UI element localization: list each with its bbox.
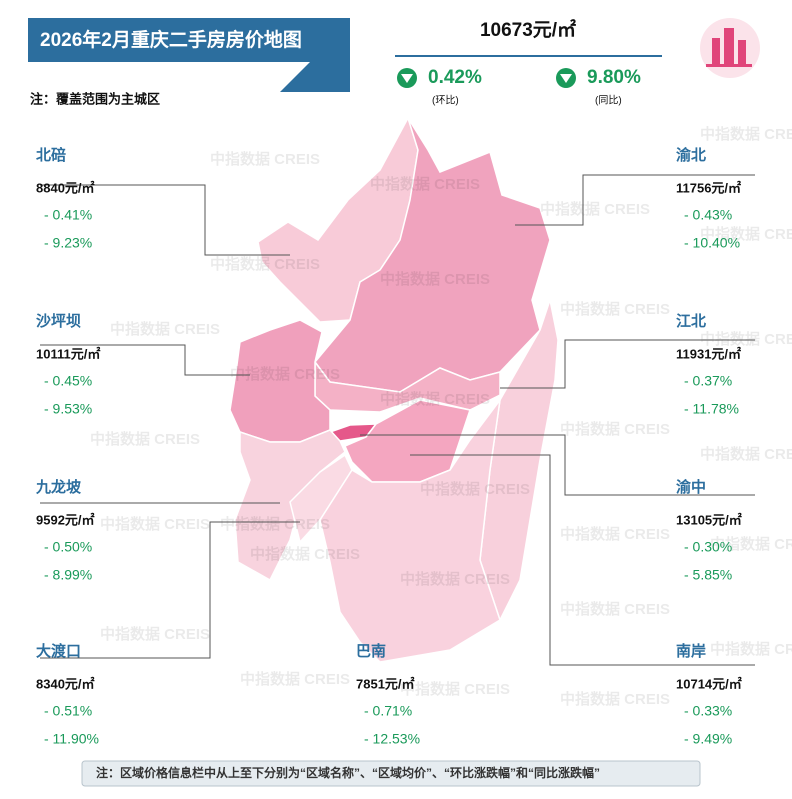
watermark: 中指数据 CREIS bbox=[100, 515, 210, 533]
district-yoy: - 11.78% bbox=[684, 401, 739, 417]
watermark: 中指数据 CREIS bbox=[90, 430, 200, 448]
district-price: 8840元/㎡ bbox=[36, 180, 95, 195]
district-name: 渝北 bbox=[676, 146, 706, 164]
avg-price: 10673元/㎡ bbox=[480, 18, 576, 41]
yoy-label: (同比) bbox=[595, 95, 622, 107]
leader-line bbox=[40, 344, 250, 376]
watermark: 中指数据 CREIS bbox=[100, 625, 210, 643]
watermark: 中指数据 CREIS bbox=[210, 150, 320, 168]
watermark: 中指数据 CREIS bbox=[110, 320, 220, 338]
watermark: 中指数据 CREIS bbox=[230, 365, 340, 383]
district-name: 南岸 bbox=[676, 642, 706, 660]
watermark: 中指数据 CREIS bbox=[540, 200, 650, 218]
leader-line bbox=[500, 339, 755, 389]
down-arrow bbox=[560, 74, 572, 83]
district-name: 北碚 bbox=[36, 146, 66, 164]
district-name: 大渡口 bbox=[36, 642, 81, 660]
district-price: 10111元/㎡ bbox=[36, 346, 100, 361]
map-banan bbox=[319, 399, 501, 663]
district-yoy: - 8.99% bbox=[44, 567, 92, 583]
watermark: 中指数据 CREIS bbox=[700, 125, 792, 143]
mom-label: (环比) bbox=[432, 95, 459, 107]
footer-box bbox=[81, 760, 701, 787]
watermarks: 中指数据 CREIS 中指数据 CREIS 中指数据 CREIS 中指数据 CREIS… bbox=[90, 125, 792, 708]
district-price: 11931元/㎡ bbox=[676, 346, 741, 361]
watermark: 中指数据 CREIS bbox=[710, 640, 792, 658]
yoy-change: 9.80% bbox=[587, 67, 641, 88]
watermark: 中指数据 CREIS bbox=[240, 670, 350, 688]
districts: 北碚 8840元/㎡ - 0.41% - 9.23% 沙坪坝 10111元/㎡ - 0.45… bbox=[35, 146, 755, 747]
watermark: 中指数据 CREIS bbox=[380, 270, 490, 288]
district-price: 11756元/㎡ bbox=[676, 180, 741, 195]
watermark: 中指数据 CREIS bbox=[400, 680, 510, 698]
district-name: 江北 bbox=[676, 312, 706, 330]
district-price: 10714元/㎡ bbox=[676, 676, 742, 691]
district-yoy: - 10.40% bbox=[684, 235, 740, 251]
watermark: 中指数据 CREIS bbox=[560, 600, 670, 618]
district-mom: - 0.30% bbox=[684, 539, 732, 555]
district-name: 渝中 bbox=[676, 478, 706, 496]
watermark: 中指数据 CREIS bbox=[560, 300, 670, 318]
watermark: 中指数据 CREIS bbox=[700, 330, 792, 348]
leader-line bbox=[410, 454, 755, 666]
leader-line bbox=[515, 174, 755, 226]
footer-note: 注：区域价格信息栏中从上至下分别为“区域名称”、“区域均价”、“环比涨跌幅”和“… bbox=[96, 765, 600, 780]
watermark: 中指数据 CREIS bbox=[710, 535, 792, 553]
logo bbox=[700, 18, 760, 78]
district-mom: - 0.33% bbox=[684, 703, 732, 719]
district-mom: - 0.50% bbox=[44, 539, 92, 555]
district-mom: - 0.43% bbox=[684, 207, 732, 223]
district-yoy: - 9.53% bbox=[44, 401, 92, 417]
leader-line bbox=[40, 184, 290, 256]
watermark: 中指数据 CREIS bbox=[370, 175, 480, 193]
district-mom: - 0.37% bbox=[684, 373, 732, 389]
district-yoy: - 5.85% bbox=[684, 567, 732, 583]
watermark: 中指数据 CREIS bbox=[250, 545, 360, 563]
title-banner bbox=[28, 18, 350, 92]
district-name: 九龙坡 bbox=[35, 478, 81, 496]
watermark: 中指数据 CREIS bbox=[220, 515, 330, 533]
district-mom: - 0.51% bbox=[44, 703, 92, 719]
district-name: 沙坪坝 bbox=[36, 313, 81, 330]
coverage-note: 注：覆盖范围为主城区 bbox=[30, 91, 160, 106]
watermark: 中指数据 CREIS bbox=[700, 445, 792, 463]
down-arrow bbox=[401, 74, 413, 83]
leader-line bbox=[40, 521, 300, 659]
district-name: 巴南 bbox=[356, 642, 386, 660]
mom-change: 0.42% bbox=[428, 67, 482, 88]
leader-line bbox=[360, 434, 755, 496]
watermark: 中指数据 CREIS bbox=[380, 390, 490, 408]
district-price: 7851元/㎡ bbox=[356, 676, 415, 691]
map bbox=[229, 116, 559, 663]
title: 2026年2月重庆二手房房价地图 bbox=[40, 28, 302, 51]
district-yoy: - 11.90% bbox=[44, 731, 99, 747]
map-shapingba bbox=[229, 319, 331, 443]
watermark: 中指数据 CREIS bbox=[560, 420, 670, 438]
watermark: 中指数据 CREIS bbox=[700, 225, 792, 243]
watermark: 中指数据 CREIS bbox=[560, 525, 670, 543]
district-price: 8340元/㎡ bbox=[36, 676, 95, 691]
district-yoy: - 9.23% bbox=[44, 235, 92, 251]
district-price: 13105元/㎡ bbox=[676, 512, 742, 527]
district-mom: - 0.71% bbox=[364, 703, 412, 719]
watermark: 中指数据 CREIS bbox=[560, 690, 670, 708]
watermark: 中指数据 CREIS bbox=[400, 570, 510, 588]
district-yoy: - 12.53% bbox=[364, 731, 420, 747]
watermark: 中指数据 CREIS bbox=[210, 255, 320, 273]
watermark: 中指数据 CREIS bbox=[420, 480, 530, 498]
district-mom: - 0.45% bbox=[44, 373, 92, 389]
district-yoy: - 9.49% bbox=[684, 731, 732, 747]
district-price: 9592元/㎡ bbox=[36, 512, 95, 527]
district-mom: - 0.41% bbox=[44, 207, 92, 223]
